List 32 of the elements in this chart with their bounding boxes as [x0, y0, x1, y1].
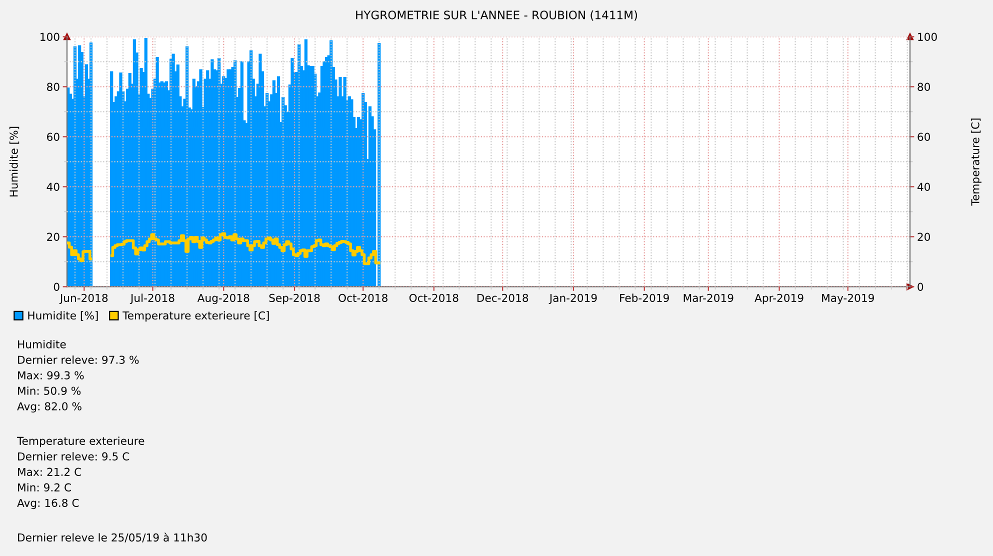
- x-tick-label: Oct-2018: [338, 294, 388, 302]
- text: Temperature exterieure Dernier releve: 9.5 C Max: 21.2 C Min: 9.2 C Avg: 16.8 C: [16, 436, 144, 510]
- y-tick-label: 60: [47, 132, 60, 141]
- x-tick-label: Jun-2018: [59, 294, 108, 304]
- text: Dernier releve le 25/05/19 à 11h30: [18, 532, 207, 542]
- x-tick-label: Feb-2019: [620, 294, 669, 302]
- legend-label: Humidite [%]: [28, 311, 98, 321]
- x-tick-label: May-2019: [822, 294, 874, 304]
- y2-tick-label: 0: [918, 282, 924, 291]
- y-tick-label: 80: [47, 82, 60, 91]
- x-tick-label: Jul-2018: [130, 294, 174, 304]
- y2-tick-label: 20: [918, 232, 930, 241]
- x-tick-label: Apr-2019: [754, 294, 804, 304]
- x-tick-label: Sep-2018: [269, 294, 320, 304]
- x-tick-label: Mar-2019: [684, 294, 734, 302]
- y-tick-label: 0: [54, 282, 60, 291]
- x-tick-label: Aug-2018: [197, 294, 250, 304]
- y2-tick-label: 60: [918, 132, 930, 141]
- text: Humidite Dernier releve: 97.3 % Max: 99.3 % Min: 50.9 % Avg: 82.0 %: [17, 340, 139, 413]
- legend-label: Temperature exterieure [C]: [122, 311, 269, 322]
- y-tick-label: 20: [47, 232, 60, 241]
- y2-tick-label: 100: [918, 32, 937, 41]
- x-tick-label: Jan-2019: [548, 294, 597, 304]
- x-tick-label: Oct-2018: [409, 294, 458, 302]
- y2-tick-label: 80: [918, 82, 930, 91]
- y-tick-label: 100: [40, 32, 60, 41]
- y-tick-label: 40: [46, 182, 60, 191]
- y2-axis-title: Temperature [C]: [970, 118, 982, 206]
- x-tick-label: Dec-2018: [477, 294, 528, 302]
- y-axis-title: Humidite [%]: [9, 126, 20, 196]
- chart-title: HYGROMETRIE SUR L'ANNEE - ROUBION (1411M): [356, 10, 638, 21]
- y2-tick-label: 40: [917, 182, 930, 191]
